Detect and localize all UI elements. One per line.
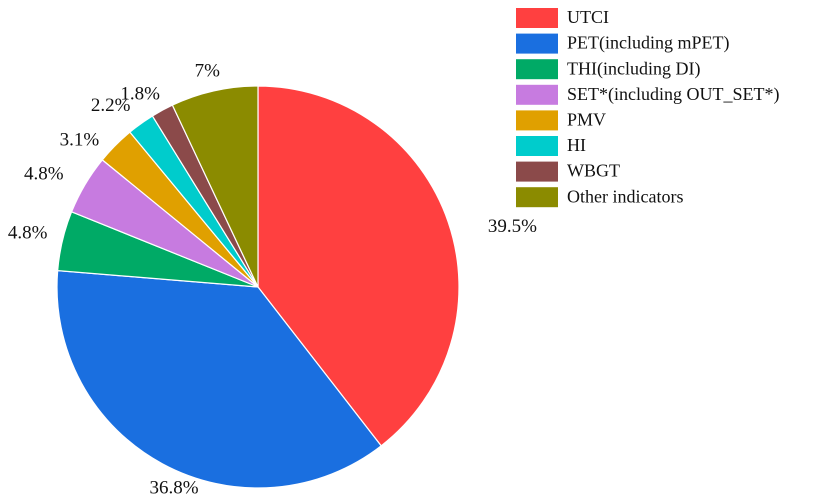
pct-label-thi-including-di: 4.8%	[8, 223, 48, 244]
legend-swatch-set-including-out-set	[516, 84, 558, 105]
legend-swatch-pet-including-mpet	[516, 33, 558, 54]
legend-swatch-other-indicators	[516, 187, 558, 208]
legend-label-wbgt: WBGT	[567, 161, 620, 181]
legend-swatch-utci	[516, 8, 558, 28]
pct-label-set-including-out-set: 4.8%	[24, 163, 64, 184]
pie-slice-other-indicators	[171, 85, 259, 288]
legend: UTCI PET(including mPET) THI(including DI)…	[516, 7, 779, 208]
pie-slice-utci	[257, 85, 460, 447]
pct-label-other-indicators: 7%	[195, 61, 221, 82]
pct-label-hi: 2.2%	[91, 95, 131, 116]
legend-swatch-hi	[516, 136, 558, 156]
legend-label-pmv: PMV	[567, 110, 606, 130]
legend-label-utci: UTCI	[567, 7, 609, 27]
legend-label-hi: HI	[567, 135, 586, 155]
pct-label-pmv: 3.1%	[60, 130, 100, 151]
legend-label-other-indicators: Other indicators	[567, 186, 683, 206]
percentage-labels: 39.5% 36.8% 4.8% 4.8% 3.1% 2.2%1.8% 7%	[8, 61, 537, 499]
legend-swatch-wbgt	[516, 161, 558, 182]
pct-label-utci: 39.5%	[488, 216, 537, 237]
legend-label-pet-including-mpet: PET(including mPET)	[567, 33, 729, 54]
legend-swatch-thi-including-di	[516, 59, 558, 80]
pct-label-wbgt: 1.8%	[120, 84, 160, 105]
pie-slices	[56, 85, 460, 489]
legend-label-set-including-out-set: SET*(including OUT_SET*)	[567, 84, 779, 105]
legend-swatch-pmv	[516, 110, 558, 131]
legend-label-thi-including-di: THI(including DI)	[567, 58, 700, 79]
pct-label-pet-including-mpet: 36.8%	[150, 478, 199, 499]
pie-slice-pet-including-mpet	[56, 269, 383, 489]
